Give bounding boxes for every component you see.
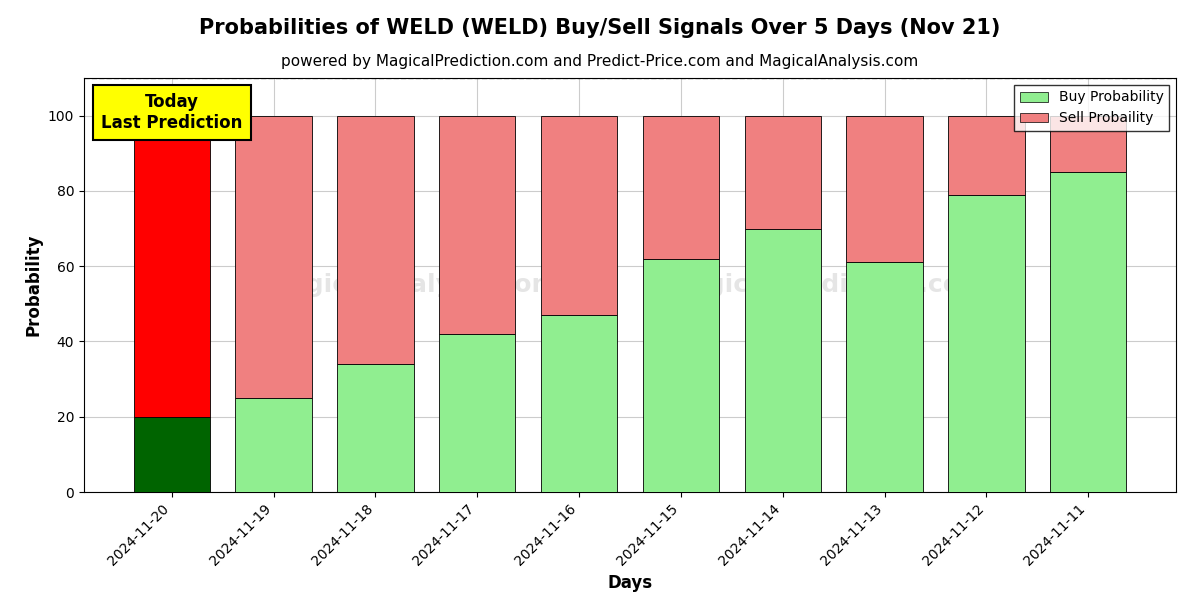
Bar	[133, 116, 210, 417]
Bar	[235, 398, 312, 492]
Legend: Buy Probability, Sell Probaility: Buy Probability, Sell Probaility	[1014, 85, 1169, 131]
Bar	[643, 259, 719, 492]
Bar	[643, 116, 719, 259]
Text: MagicalAnalysis.com: MagicalAnalysis.com	[265, 273, 558, 297]
Bar	[948, 116, 1025, 194]
Bar	[337, 116, 414, 364]
Text: Probabilities of WELD (WELD) Buy/Sell Signals Over 5 Days (Nov 21): Probabilities of WELD (WELD) Buy/Sell Si…	[199, 18, 1001, 38]
Bar	[744, 229, 821, 492]
Bar	[948, 194, 1025, 492]
Bar	[846, 262, 923, 492]
Bar	[541, 315, 617, 492]
Bar	[744, 116, 821, 229]
Bar	[235, 116, 312, 398]
Text: powered by MagicalPrediction.com and Predict-Price.com and MagicalAnalysis.com: powered by MagicalPrediction.com and Pre…	[281, 54, 919, 69]
Bar	[846, 116, 923, 262]
Bar	[541, 116, 617, 315]
Bar	[439, 116, 516, 334]
Bar	[1050, 172, 1127, 492]
Bar	[337, 364, 414, 492]
Text: MagicalPrediction.com: MagicalPrediction.com	[666, 273, 988, 297]
Bar	[133, 417, 210, 492]
Bar	[1050, 116, 1127, 172]
X-axis label: Days: Days	[607, 574, 653, 592]
Bar	[439, 334, 516, 492]
Y-axis label: Probability: Probability	[24, 234, 42, 336]
Text: Today
Last Prediction: Today Last Prediction	[101, 93, 242, 132]
